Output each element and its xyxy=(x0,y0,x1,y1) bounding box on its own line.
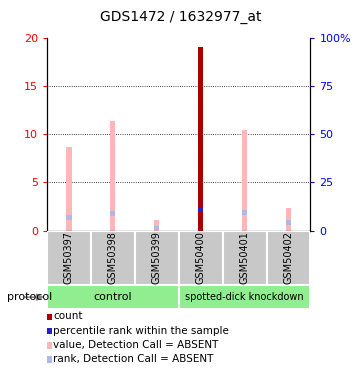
Bar xyxy=(66,215,71,219)
Bar xyxy=(47,231,91,285)
Bar xyxy=(66,147,71,231)
Text: value, Detection Call = ABSENT: value, Detection Call = ABSENT xyxy=(53,340,219,350)
Text: control: control xyxy=(93,292,132,302)
Text: percentile rank within the sample: percentile rank within the sample xyxy=(53,326,229,336)
Bar xyxy=(110,211,116,216)
Bar xyxy=(179,285,310,309)
Bar xyxy=(198,207,203,212)
Text: GDS1472 / 1632977_at: GDS1472 / 1632977_at xyxy=(100,10,261,24)
Bar xyxy=(47,285,179,309)
Text: protocol: protocol xyxy=(7,292,52,302)
Bar xyxy=(223,231,266,285)
Text: GSM50399: GSM50399 xyxy=(152,231,162,284)
Text: count: count xyxy=(53,312,83,321)
Bar xyxy=(198,124,203,231)
Text: spotted-dick knockdown: spotted-dick knockdown xyxy=(185,292,304,302)
Bar xyxy=(286,220,291,225)
Bar xyxy=(286,209,291,231)
Bar xyxy=(266,231,310,285)
Bar xyxy=(242,130,247,231)
Text: GSM50398: GSM50398 xyxy=(108,231,118,284)
Bar xyxy=(198,47,203,231)
Text: rank, Detection Call = ABSENT: rank, Detection Call = ABSENT xyxy=(53,354,214,364)
Bar xyxy=(154,225,159,230)
Bar xyxy=(110,120,116,231)
Text: GSM50400: GSM50400 xyxy=(196,231,206,284)
Text: GSM50402: GSM50402 xyxy=(283,231,293,284)
Bar xyxy=(154,220,159,231)
Bar xyxy=(135,231,179,285)
Bar xyxy=(242,210,247,215)
Bar xyxy=(198,207,203,212)
Text: GSM50397: GSM50397 xyxy=(64,231,74,284)
Bar xyxy=(91,231,135,285)
Bar xyxy=(179,231,223,285)
Text: GSM50401: GSM50401 xyxy=(240,231,249,284)
